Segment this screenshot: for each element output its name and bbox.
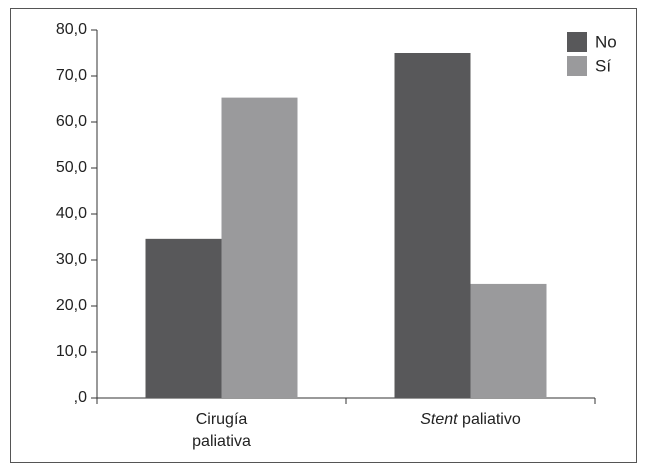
legend-swatch [567,32,587,52]
x-tick-label-line: paliativa [192,433,251,450]
bar [470,283,547,398]
y-tick-label: 50,0 [56,159,87,176]
x-tick-label: Cirugía paliativa [192,411,251,450]
y-tick-label: 10,0 [56,343,87,360]
legend-swatch [567,56,587,76]
x-tick-label-word: Stent [420,411,458,428]
legend-label: Sí [595,56,611,75]
y-tick-label: ,0 [74,389,87,406]
bar [221,97,298,399]
bar [145,238,222,398]
y-tick-label: 40,0 [56,205,87,222]
y-tick-label: 30,0 [56,251,87,268]
y-tick-label: 70,0 [56,67,87,84]
chart-frame [10,8,637,463]
bar [394,53,471,398]
y-tick-label: 20,0 [56,297,87,314]
x-tick-label-line: Cirugía [196,411,248,428]
x-tick-label: Stent paliativo [420,411,521,428]
y-tick-label: 60,0 [56,113,87,130]
legend-label: No [595,32,617,51]
x-tick-label-word: paliativo [458,411,521,428]
y-tick-label: 80,0 [56,21,87,38]
